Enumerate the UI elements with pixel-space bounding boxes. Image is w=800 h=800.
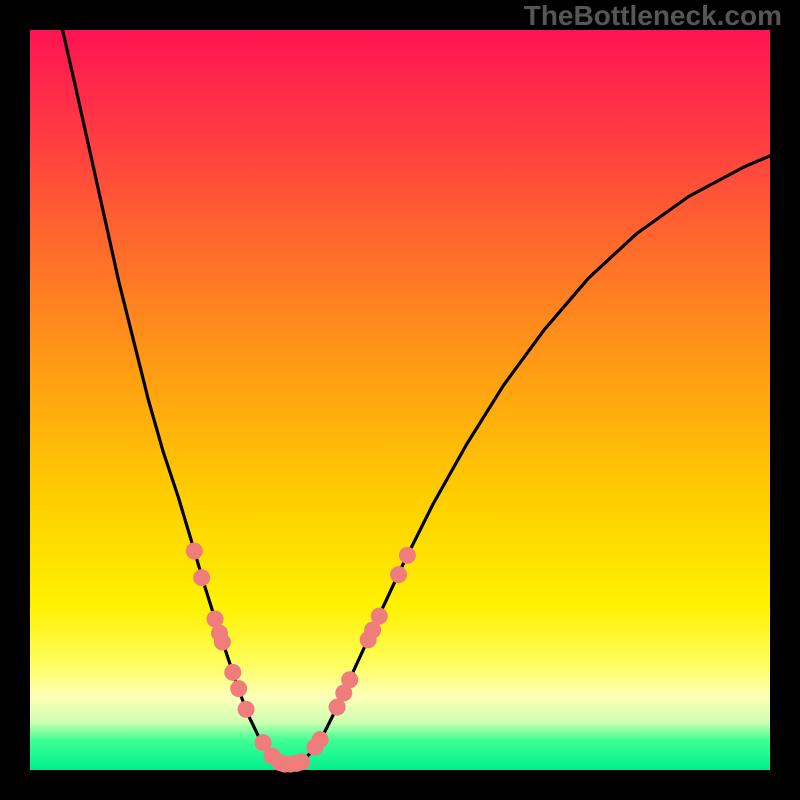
marker-point <box>230 680 247 697</box>
plot-background <box>30 30 770 770</box>
chart-container: TheBottleneck.com <box>0 0 800 800</box>
marker-point <box>214 633 231 650</box>
marker-point <box>263 747 280 764</box>
marker-point <box>207 611 224 628</box>
marker-point <box>186 542 203 559</box>
marker-point <box>364 622 381 639</box>
marker-point <box>399 547 416 564</box>
marker-point <box>282 756 299 773</box>
marker-point <box>255 734 272 751</box>
curve-markers <box>186 542 416 772</box>
marker-point <box>335 685 352 702</box>
marker-point <box>224 664 241 681</box>
marker-point <box>193 569 210 586</box>
marker-point <box>341 671 358 688</box>
marker-point <box>272 754 289 771</box>
marker-point <box>293 753 310 770</box>
marker-point <box>360 631 377 648</box>
marker-point <box>390 566 407 583</box>
marker-point <box>312 731 329 748</box>
marker-point <box>329 699 346 716</box>
marker-point <box>276 756 293 773</box>
watermark-text: TheBottleneck.com <box>524 0 782 32</box>
marker-point <box>211 625 228 642</box>
marker-point <box>288 755 305 772</box>
marker-point <box>306 739 323 756</box>
bottleneck-curve <box>63 30 770 765</box>
plot-svg <box>0 0 800 800</box>
marker-point <box>371 608 388 625</box>
marker-point <box>238 701 255 718</box>
